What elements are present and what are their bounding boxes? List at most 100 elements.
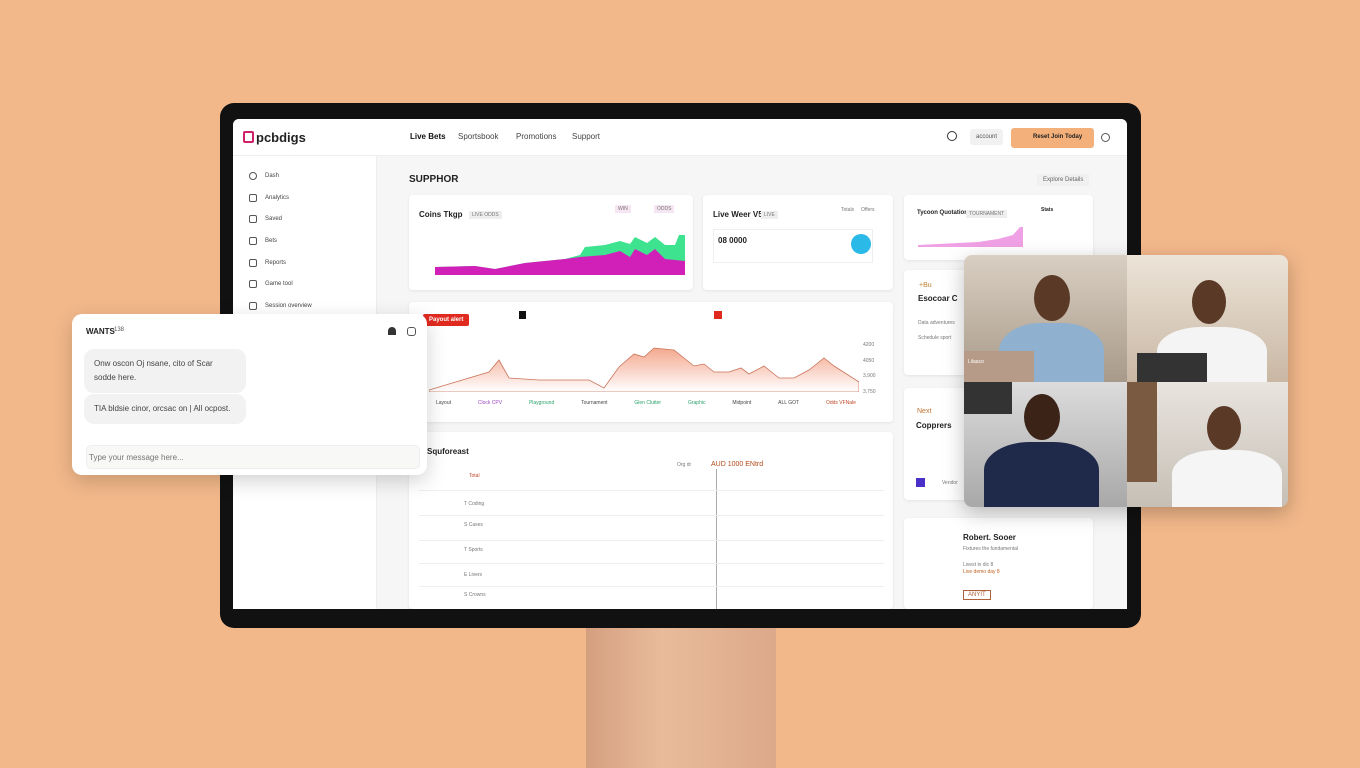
sidebar-label: Session overview: [265, 303, 312, 309]
participant-tile[interactable]: [964, 382, 1127, 507]
line: Schedule sport: [918, 335, 952, 341]
monitor-stand: [586, 625, 776, 768]
card-title: Esocoar C: [918, 294, 958, 303]
card-chip: LIVE ODDS: [469, 211, 502, 219]
sidebar-label: Dash: [265, 173, 280, 179]
tournament-card: Tycoon Quotation TOURNAMENT Stats: [904, 195, 1093, 260]
sidebar-item-bets[interactable]: Bets: [249, 237, 277, 245]
live-value: 08 0000: [718, 236, 747, 245]
search-icon[interactable]: [947, 131, 957, 141]
line: Live demo day 8: [963, 569, 1000, 575]
table-row[interactable]: E Livers: [419, 563, 884, 578]
row-label: S Crowns: [464, 592, 486, 598]
brand-logo[interactable]: pcbdigs: [243, 130, 306, 145]
line: Livest in dic 8: [963, 562, 994, 568]
card-title: Live Weer V5: [713, 210, 763, 219]
lock-icon[interactable]: [407, 327, 416, 336]
table-row[interactable]: S Crowns: [419, 586, 884, 598]
card-title: Squforeast: [427, 447, 469, 456]
x-label: Tournament: [581, 400, 608, 406]
account-button[interactable]: account: [970, 129, 1004, 145]
live-indicator-icon: [851, 234, 871, 254]
profile-card: Robert. Sooer Fixtures the fundamental L…: [904, 518, 1093, 609]
card-title: Tycoon Quotation: [917, 210, 968, 216]
vendor-icon: [916, 478, 925, 487]
sidebar-item-saved[interactable]: Saved: [249, 215, 282, 223]
action-button[interactable]: ANYIT: [963, 590, 991, 600]
row-label: T Coding: [464, 501, 485, 507]
sidebar-item-game-tool[interactable]: Game tool: [249, 280, 293, 288]
live-value-box: 08 0000: [713, 229, 873, 263]
participant-tile[interactable]: [1127, 255, 1288, 382]
card-title: Robert. Sooer: [963, 533, 1016, 542]
live-week-card: Live Weer V5 LIVE Totals Offers 08 0000: [703, 195, 893, 290]
participant-tile[interactable]: [1127, 382, 1288, 507]
x-label: Clock CPV: [477, 400, 503, 406]
card-title: Copprers: [916, 421, 952, 430]
vendor-label: Vendor: [942, 480, 958, 486]
nav-live-bets[interactable]: Live Bets: [410, 132, 446, 141]
chat-window: WANTS 138 Onw oscon Oj nsane, cito of Sc…: [72, 314, 427, 475]
x-label: Odds VFNale: [825, 400, 856, 406]
y-tick: 3,900: [863, 373, 876, 379]
table-row[interactable]: T Sports: [419, 540, 884, 553]
tag-odds[interactable]: ODDS: [654, 205, 675, 213]
play-icon: [519, 311, 526, 319]
hand-icon: [249, 215, 257, 223]
payout-trend-card: Payout alert 4200 4050 3,900 3,750 Layou…: [409, 302, 893, 422]
join-cta-button[interactable]: Reset Join Today: [1011, 128, 1094, 148]
explore-dropdown[interactable]: Explore Details: [1037, 174, 1090, 186]
clock-icon[interactable]: [1101, 133, 1110, 142]
x-label: Graphic: [687, 400, 706, 406]
chat-message: TIA bldsie cinor, orcsac on | All ocpost…: [84, 394, 246, 424]
circle-icon: [249, 172, 257, 180]
x-label: ALL GOT: [778, 400, 800, 406]
tag-totals[interactable]: Totals: [841, 207, 855, 213]
sidebar-label: Saved: [265, 216, 283, 222]
chat-message-input[interactable]: [86, 445, 420, 469]
x-labels: Layout Clock CPV Playground Tournament G…: [436, 400, 856, 406]
sidebar-item-dash[interactable]: Dash: [249, 172, 279, 180]
sidebar-item-reports[interactable]: Reports: [249, 259, 286, 267]
nav-promotions[interactable]: Promotions: [516, 132, 557, 141]
card-chip: LIVE: [761, 211, 778, 219]
payout-area-chart: [429, 347, 859, 392]
tag-offers[interactable]: Offers: [861, 207, 875, 213]
user-icon[interactable]: [388, 327, 396, 335]
col-header: Total: [469, 473, 480, 479]
payout-alert-badge[interactable]: Payout alert: [423, 314, 470, 326]
participant-tile[interactable]: Lilaaco: [964, 255, 1127, 382]
nav-support[interactable]: Support: [572, 132, 601, 141]
stats-label: Stats: [1041, 207, 1054, 213]
odds-chart-card: Coins Tkgp LIVE ODDS WIN ODDS: [409, 195, 693, 290]
nav-sportsbook[interactable]: Sportsbook: [458, 132, 499, 141]
sidebar-item-analytics[interactable]: Analytics: [249, 194, 289, 202]
odds-area-chart: [435, 235, 685, 275]
sidebar-item-session[interactable]: Session overview: [249, 302, 312, 310]
y-tick: 3,750: [863, 389, 876, 395]
x-label: Playground: [528, 400, 555, 406]
chat-title: WANTS: [86, 327, 115, 336]
kicker: Next: [917, 408, 932, 415]
tile-caption: Lilaaco: [968, 359, 984, 365]
line: Data adventures: [918, 320, 955, 326]
table-row[interactable]: S Cases: [419, 515, 884, 528]
tournament-chart: [918, 227, 1023, 247]
sidebar-label: Reports: [265, 260, 287, 266]
table-row[interactable]: T Coding: [419, 490, 884, 507]
x-label: Glen Clutter: [634, 400, 662, 406]
record-icon: [714, 311, 722, 319]
sidebar-label: Game tool: [265, 281, 293, 287]
page-title: SUPPHOR: [409, 174, 459, 185]
doc-icon: [249, 259, 257, 267]
x-label: Midpoint: [732, 400, 752, 406]
row-label: S Cases: [464, 522, 483, 528]
y-tick: 4200: [863, 342, 875, 348]
building-icon: [249, 194, 257, 202]
tag-win[interactable]: WIN: [615, 205, 631, 213]
ticket-icon: [249, 237, 257, 245]
forecast-card: Squforeast Total Org dr AUD 1000 ENtrd T…: [409, 432, 893, 609]
row-label: E Livers: [464, 572, 483, 578]
chat-message: Onw oscon Oj nsane, cito of Scar sodde h…: [84, 349, 246, 393]
chat-count: 138: [114, 327, 125, 333]
